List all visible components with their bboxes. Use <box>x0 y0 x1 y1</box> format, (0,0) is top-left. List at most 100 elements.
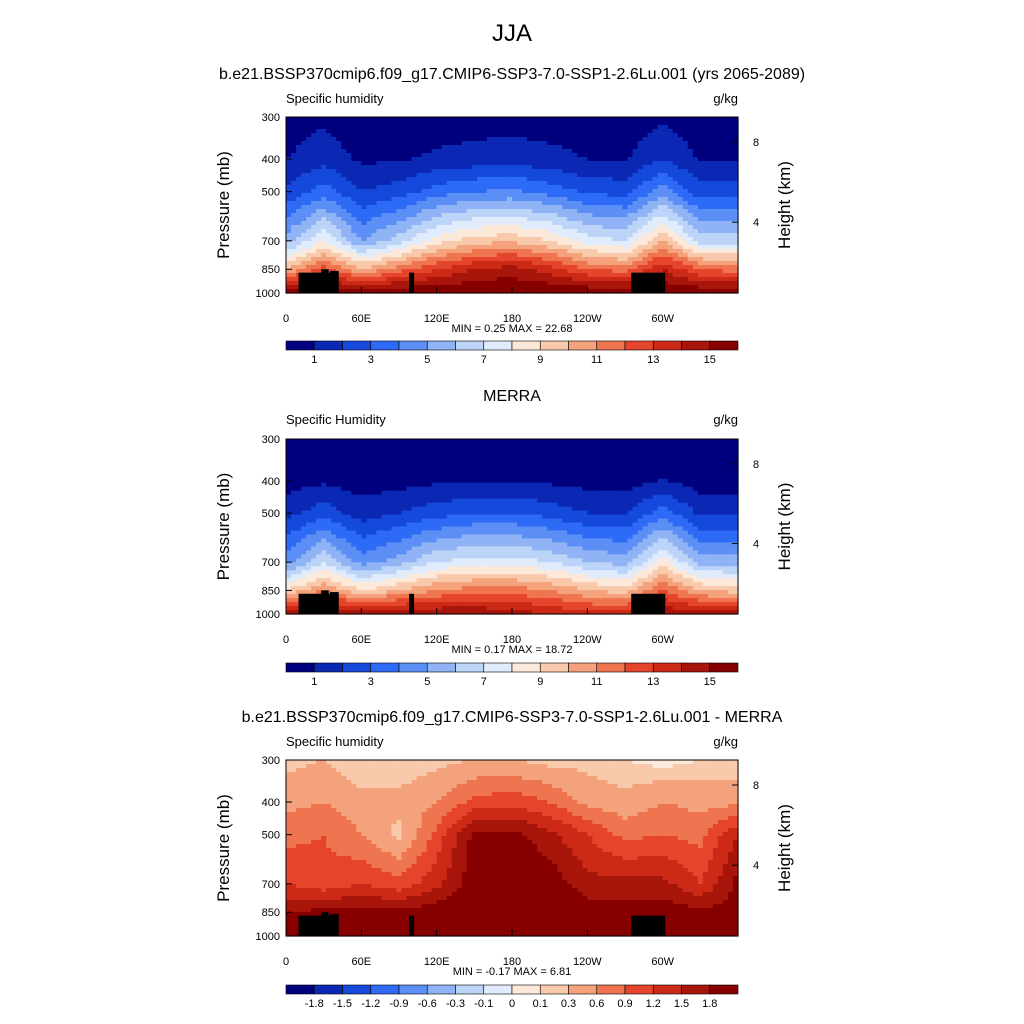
heatmap-cell <box>496 197 503 202</box>
heatmap-cell <box>522 129 528 134</box>
heatmap-cell <box>361 277 367 282</box>
heatmap-cell <box>296 117 302 122</box>
heatmap-cell <box>602 261 609 266</box>
heatmap-cell <box>657 153 664 158</box>
heatmap-cell <box>291 129 297 134</box>
heatmap-cell <box>627 462 634 468</box>
heatmap-cell <box>542 446 548 452</box>
heatmap-cell <box>501 478 508 484</box>
heatmap-cell <box>381 237 388 242</box>
heatmap-cell <box>597 169 603 174</box>
heatmap-cell <box>426 281 433 286</box>
heatmap-cell <box>682 213 689 218</box>
heatmap-cell <box>592 474 598 480</box>
heatmap-cell <box>456 442 463 448</box>
heatmap-cell <box>506 153 513 158</box>
heatmap-cell <box>612 205 619 210</box>
heatmap-cell <box>451 137 458 142</box>
heatmap-cell <box>431 169 438 174</box>
heatmap-cell <box>582 133 588 138</box>
heatmap-cell <box>647 161 654 166</box>
heatmap-cell <box>506 454 513 460</box>
heatmap-cell <box>612 201 619 206</box>
heatmap-cell <box>396 225 403 230</box>
heatmap-cell <box>582 173 588 178</box>
heatmap-cell <box>552 265 558 270</box>
heatmap-cell <box>612 237 619 242</box>
heatmap-cell <box>687 474 694 480</box>
heatmap-cell <box>481 125 488 130</box>
heatmap-cell <box>697 157 704 162</box>
heatmap-cell <box>657 466 664 472</box>
heatmap-cell <box>366 458 372 464</box>
heatmap-cell <box>471 153 478 158</box>
heatmap-cell <box>642 165 649 170</box>
heatmap-cell <box>396 221 403 226</box>
heatmap-cell <box>707 193 714 198</box>
heatmap-cell <box>662 153 669 158</box>
heatmap-cell <box>391 153 398 158</box>
heatmap-cell <box>456 193 463 198</box>
heatmap-cell <box>682 169 689 174</box>
heatmap-cell <box>431 265 438 270</box>
heatmap-cell <box>421 157 428 162</box>
heatmap-cell <box>617 177 624 182</box>
heatmap-cell <box>732 462 739 468</box>
heatmap-cell <box>416 273 423 278</box>
heatmap-cell <box>727 233 734 238</box>
heatmap-cell <box>727 446 734 452</box>
heatmap-cell <box>421 285 428 290</box>
heatmap-cell <box>491 237 498 242</box>
heatmap-cell <box>532 265 538 270</box>
heatmap-cell <box>537 466 543 472</box>
heatmap-cell <box>456 458 463 464</box>
heatmap-cell <box>707 269 714 274</box>
heatmap-cell <box>396 121 403 126</box>
heatmap-cell <box>396 141 403 146</box>
heatmap-cell <box>456 205 463 210</box>
heatmap-cell <box>456 133 463 138</box>
heatmap-cell <box>667 458 674 464</box>
heatmap-cell <box>351 257 357 262</box>
heatmap-cell <box>381 458 388 464</box>
heatmap-cell <box>682 241 689 246</box>
heatmap-cell <box>331 474 337 480</box>
heatmap-cell <box>557 442 563 448</box>
heatmap-cell <box>381 117 388 122</box>
heatmap-cell <box>331 265 337 270</box>
heatmap-cell <box>677 261 684 266</box>
heatmap-cell <box>386 213 393 218</box>
heatmap-cell <box>361 454 367 460</box>
heatmap-cell <box>431 193 438 198</box>
heatmap-cell <box>406 253 413 258</box>
heatmap-cell <box>371 153 377 158</box>
heatmap-cell <box>732 289 739 294</box>
heatmap-cell <box>517 225 523 230</box>
heatmap-cell <box>321 261 327 266</box>
heatmap-cell <box>697 269 704 274</box>
heatmap-cell <box>597 241 603 246</box>
heatmap-cell <box>537 149 543 154</box>
heatmap-cell <box>476 193 483 198</box>
heatmap-cell <box>602 229 609 234</box>
heatmap-cell <box>446 261 453 266</box>
heatmap-cell <box>311 193 317 198</box>
heatmap-cell <box>336 249 342 254</box>
heatmap-cell <box>411 129 418 134</box>
heatmap-cell <box>486 462 493 468</box>
heatmap-cell <box>286 285 292 290</box>
heatmap-cell <box>642 229 649 234</box>
heatmap-cell <box>522 177 528 182</box>
heatmap-cell <box>617 169 624 174</box>
heatmap-cell <box>632 157 639 162</box>
heatmap-cell <box>496 121 503 126</box>
heatmap-cell <box>632 181 639 186</box>
heatmap-cell <box>702 446 709 452</box>
heatmap-cell <box>692 173 699 178</box>
heatmap-cell <box>687 458 694 464</box>
heatmap-cell <box>527 141 533 146</box>
heatmap-cell <box>687 241 694 246</box>
heatmap-cell <box>486 205 493 210</box>
heatmap-cell <box>361 470 367 476</box>
heatmap-cell <box>697 474 704 480</box>
